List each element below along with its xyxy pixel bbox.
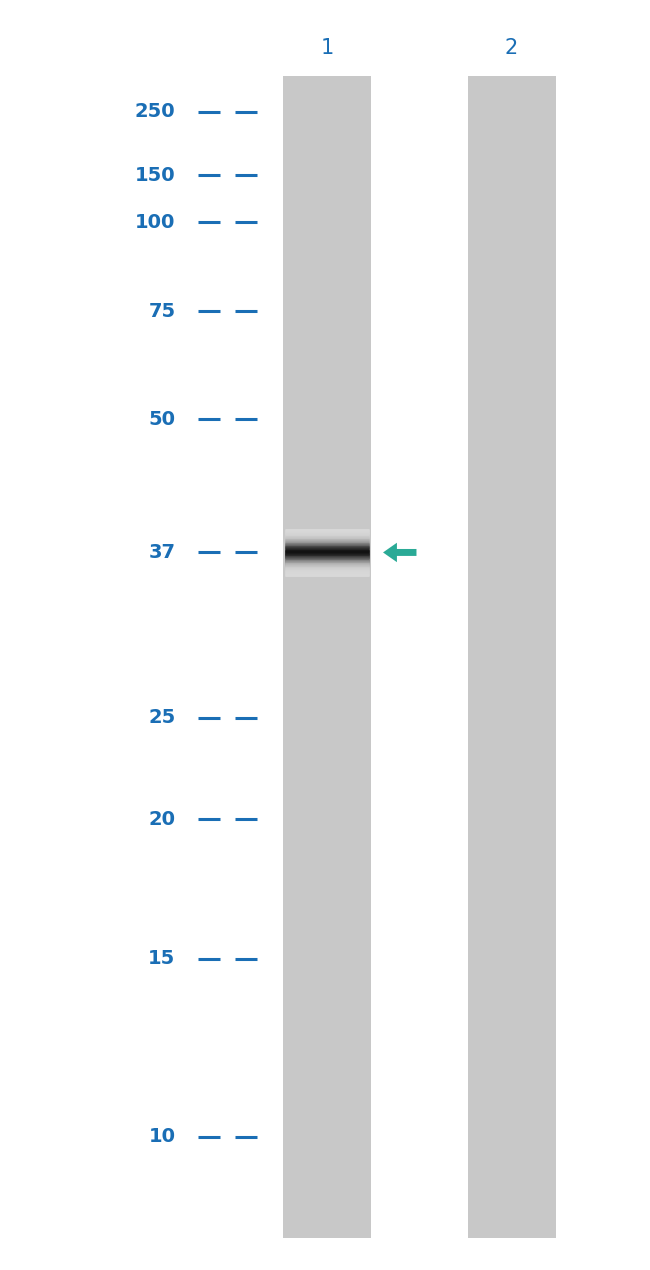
Text: 25: 25 <box>148 709 176 726</box>
Text: 10: 10 <box>148 1128 176 1146</box>
Bar <box>283 76 370 1238</box>
Text: 1: 1 <box>320 38 333 58</box>
Text: 15: 15 <box>148 950 176 968</box>
Text: 37: 37 <box>148 544 176 561</box>
Text: 75: 75 <box>148 302 176 320</box>
Bar <box>468 76 556 1238</box>
Text: 250: 250 <box>135 103 176 121</box>
Text: 2: 2 <box>505 38 518 58</box>
Text: 150: 150 <box>135 166 176 184</box>
FancyArrowPatch shape <box>383 542 417 563</box>
Text: 20: 20 <box>148 810 176 828</box>
Text: 50: 50 <box>148 410 176 428</box>
Text: 100: 100 <box>135 213 176 231</box>
